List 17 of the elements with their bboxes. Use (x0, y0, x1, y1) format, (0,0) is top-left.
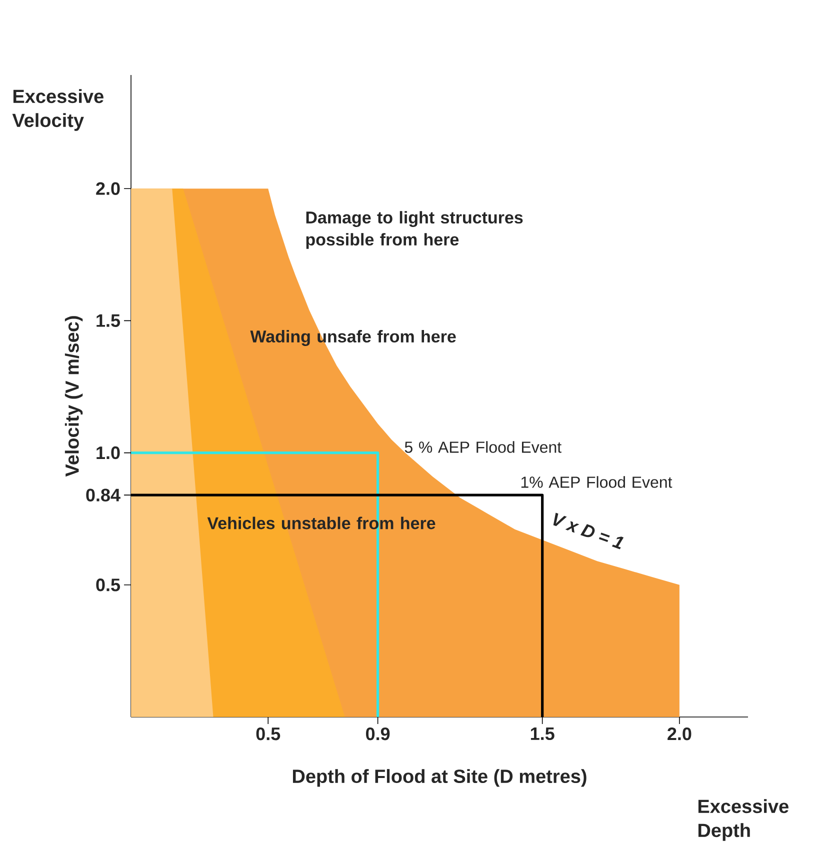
x-axis-title: Depth of Flood at Site (D metres) (292, 769, 586, 787)
y-tick-label: 0.84 (86, 488, 120, 502)
annotation: 5 % AEP Flood Event (404, 441, 562, 453)
annotation: Damage to light structures possible from here (306, 211, 523, 249)
x-tick-label: 2.0 (668, 728, 692, 740)
text: Excessive Depth (698, 799, 788, 841)
text: Excessive Velocity (12, 89, 104, 131)
y-tick-label: 1.0 (96, 446, 120, 460)
y-axis-title: Velocity (V m/sec) (64, 316, 83, 477)
x-tick-label: 0.9 (366, 728, 390, 740)
x-tick-label: 1.5 (530, 727, 554, 740)
annotation: V x D = 1 (553, 512, 624, 550)
y-tick-label: 0.5 (96, 578, 120, 592)
y-tick-label: 1.5 (96, 314, 120, 327)
y-tick-label: 2.0 (96, 182, 120, 195)
x-tick-label: 0.5 (256, 728, 280, 740)
annotation: 1% AEP Flood Event (521, 476, 672, 488)
